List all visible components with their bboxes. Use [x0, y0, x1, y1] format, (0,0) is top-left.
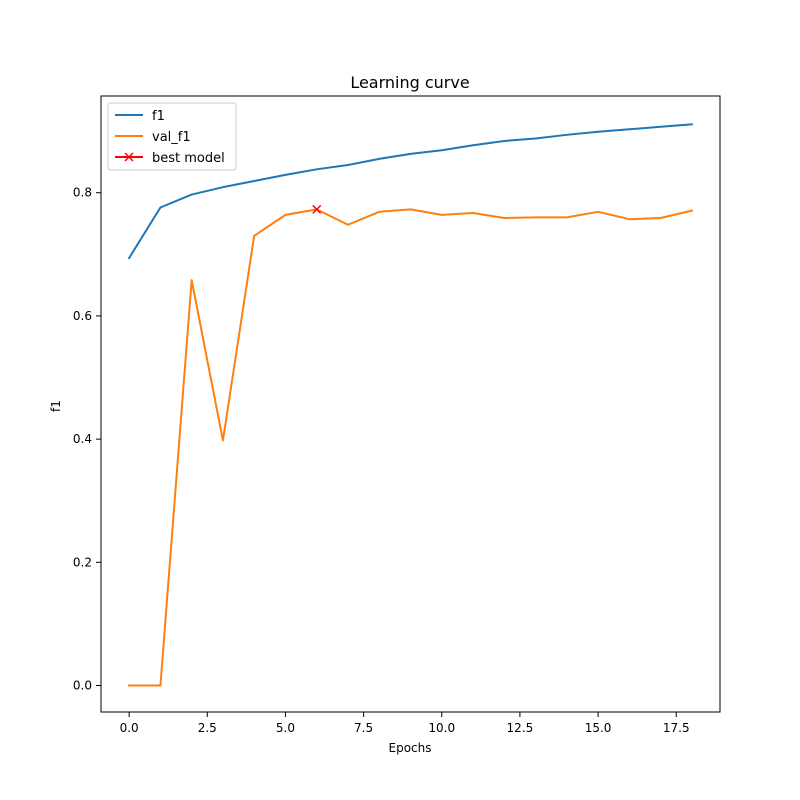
legend-label-f1: f1: [152, 109, 165, 124]
x-tick-label-5: 12.5: [507, 721, 534, 735]
legend-x-best-model: [124, 152, 134, 162]
x-axis: 0.0 2.5 5.0 7.5 10.0 12.5 15.0 17.5: [120, 712, 690, 735]
point-val-f1-13: [534, 216, 537, 219]
point-f1-5: [284, 174, 287, 176]
x-tick-label-6: 15.0: [585, 721, 612, 735]
point-val-f1-14: [566, 216, 568, 219]
point-val-f1-0: [128, 684, 130, 687]
point-f1-4: [253, 180, 255, 182]
y-tick-label-2: 0.4: [73, 432, 92, 446]
x-tick-label-4: 10.0: [428, 721, 455, 735]
marker-best-model-0: [312, 204, 322, 214]
point-f1-10: [440, 149, 443, 152]
legend-label-best-model: best model: [152, 151, 225, 166]
y-axis: 0.0 0.2 0.4 0.6 0.8: [73, 186, 101, 693]
y-tick-label-4: 0.8: [73, 186, 92, 200]
y-axis-label: f1: [49, 400, 63, 412]
point-f1-14: [566, 134, 568, 136]
point-f1-11: [472, 144, 474, 147]
y-tick-label-1: 0.2: [73, 555, 92, 569]
plot-content: [127, 123, 694, 687]
x-tick-label-1: 2.5: [198, 721, 217, 735]
legend-marker-best-model: [124, 152, 134, 162]
point-f1-7: [347, 164, 349, 166]
x-tick-label-2: 5.0: [276, 721, 295, 735]
chart-title: Learning curve: [350, 73, 469, 92]
x-tick-label-0: 0.0: [120, 721, 139, 735]
y-tick-label-3: 0.6: [73, 309, 92, 323]
x-tick-label-3: 7.5: [354, 721, 373, 735]
point-val-f1-9: [409, 208, 412, 211]
point-val-f1-18: [691, 209, 693, 212]
point-val-f1-12: [503, 217, 506, 219]
point-f1-12: [503, 140, 506, 142]
point-val-f1-17: [659, 217, 662, 219]
point-val-f1-2: [190, 279, 193, 281]
x-axis-label: Epochs: [389, 741, 432, 755]
point-val-f1-1: [159, 684, 162, 687]
point-f1-9: [409, 153, 412, 155]
point-val-f1-8: [378, 211, 381, 213]
point-val-f1-3: [222, 439, 224, 442]
point-f1-3: [222, 186, 224, 188]
point-f1-2: [190, 193, 193, 196]
x-tick-label-7: 17.5: [663, 721, 690, 735]
y-tick-label-0: 0.0: [73, 679, 92, 693]
point-val-f1-16: [628, 218, 631, 220]
point-val-f1-4: [253, 235, 255, 237]
point-f1-6: [315, 168, 318, 171]
point-f1-15: [597, 130, 599, 133]
plot-frame: [100, 95, 721, 713]
point-val-f1-11: [472, 212, 474, 214]
point-val-f1-7: [347, 223, 349, 226]
point-f1-0: [128, 257, 130, 259]
point-f1-13: [534, 137, 537, 140]
point-val-f1-10: [440, 214, 443, 216]
point-f1-18: [691, 123, 693, 126]
point-val-f1-15: [597, 211, 599, 213]
point-f1-1: [159, 206, 162, 209]
point-f1-8: [378, 158, 381, 160]
point-val-f1-5: [284, 214, 287, 216]
legend-label-val-f1: val_f1: [152, 130, 191, 145]
legend-box: [107, 102, 237, 171]
point-f1-16: [628, 128, 631, 131]
point-f1-17: [659, 126, 662, 128]
legend: f1 val_f1 best model: [107, 102, 237, 171]
